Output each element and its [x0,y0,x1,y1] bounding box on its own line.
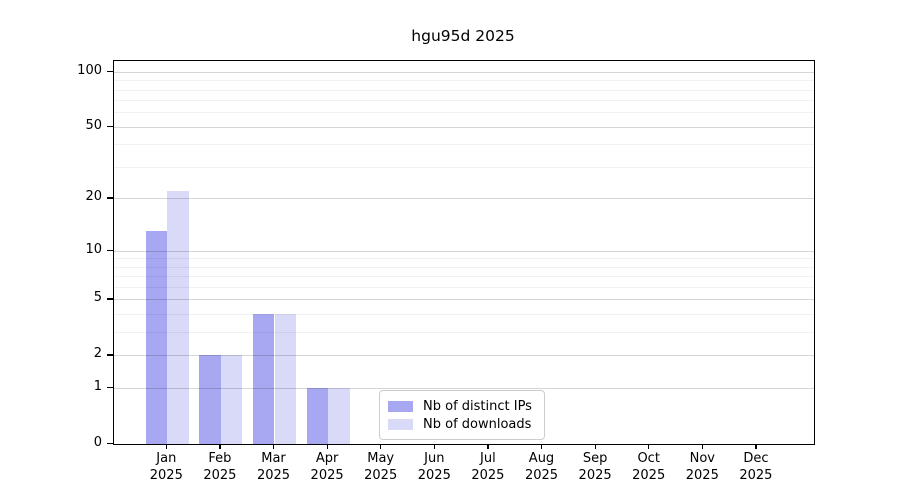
bar-distinct-ips [199,355,221,444]
y-tick-mark [107,70,113,72]
x-tick-mark [219,444,221,449]
x-tick-label: Jul 2025 [471,451,505,483]
y-tick-mark [107,125,113,127]
gridline-minor [114,166,814,168]
gridline-major [114,250,814,252]
y-tick-mark [107,443,113,445]
y-tick-mark [107,387,113,389]
gridline-minor [114,112,814,114]
y-tick-label: 50 [85,117,102,133]
bar-distinct-ips [145,231,168,444]
bar-downloads [167,191,189,444]
x-tick-mark [594,444,596,449]
x-tick-label: Oct 2025 [632,451,666,483]
x-tick-mark [273,444,275,449]
legend-entry-distinct-ips: Nb of distinct IPs [388,397,536,415]
bar-downloads [328,388,350,444]
x-tick-mark [326,444,328,449]
gridline-major [114,71,814,73]
y-tick-mark [107,354,113,356]
gridline-minor [114,287,814,289]
gridline-minor [114,89,814,91]
plot-area: Nb of distinct IPs Nb of downloads [113,60,815,445]
y-tick-mark [107,298,113,300]
legend-swatch-downloads [388,418,413,430]
gridline-major [114,299,814,301]
y-tick-label: 20 [85,189,102,205]
gridline-major [114,126,814,128]
x-tick-mark [701,444,703,449]
x-tick-mark [541,444,543,449]
bar-distinct-ips [252,314,275,444]
y-tick-mark [107,249,113,251]
legend-entry-downloads: Nb of downloads [388,415,536,433]
gridline-minor [114,314,814,316]
x-tick-mark [648,444,650,449]
legend-label-downloads: Nb of downloads [423,416,532,432]
x-tick-mark [380,444,382,449]
x-tick-label: Jun 2025 [417,451,451,483]
chart-title: hgu95d 2025 [411,27,515,45]
gridline-minor [114,258,814,260]
x-tick-mark [487,444,489,449]
y-tick-label: 1 [93,379,102,395]
bar-downloads [274,314,297,444]
gridline-minor [114,276,814,278]
bar-downloads [220,355,243,444]
gridline-minor [114,100,814,102]
bar-distinct-ips [306,388,329,444]
x-tick-label: May 2025 [364,451,398,483]
y-tick-mark [107,197,113,199]
x-tick-mark [433,444,435,449]
gridline-minor [114,80,814,82]
x-tick-label: Aug 2025 [524,451,559,483]
x-tick-mark [755,444,757,449]
y-tick-label: 10 [85,241,102,257]
y-tick-label: 100 [77,62,102,78]
x-tick-label: Sep 2025 [578,451,612,483]
x-tick-label: Jan 2025 [149,451,183,483]
x-tick-mark [165,444,167,449]
x-tick-label: Feb 2025 [203,451,237,483]
x-tick-label: Apr 2025 [310,451,344,483]
legend: Nb of distinct IPs Nb of downloads [379,390,545,440]
legend-label-distinct-ips: Nb of distinct IPs [423,398,532,414]
y-tick-label: 0 [93,435,102,450]
gridline-minor [114,332,814,334]
gridline-minor [114,144,814,146]
x-tick-label: Mar 2025 [256,451,291,483]
y-tick-label: 5 [93,290,102,306]
x-tick-label: Nov 2025 [685,451,719,483]
y-tick-label: 2 [93,346,102,362]
gridline-major [114,198,814,200]
legend-swatch-distinct-ips [388,400,413,412]
gridline-minor [114,266,814,268]
x-tick-label: Dec 2025 [739,451,773,483]
